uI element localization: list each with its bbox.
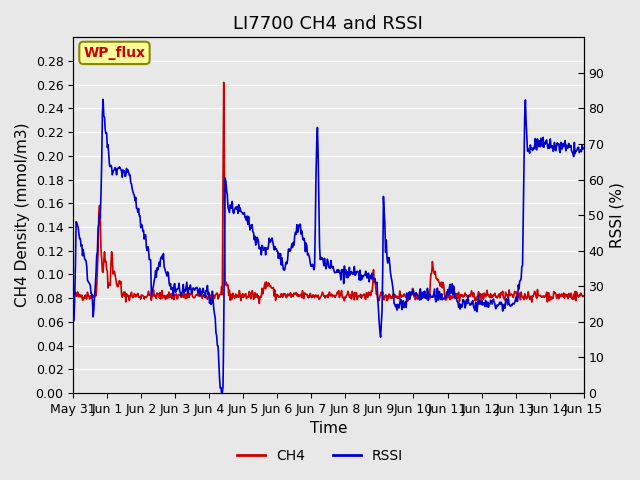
X-axis label: Time: Time xyxy=(310,421,347,436)
Title: LI7700 CH4 and RSSI: LI7700 CH4 and RSSI xyxy=(234,15,424,33)
Y-axis label: CH4 Density (mmol/m3): CH4 Density (mmol/m3) xyxy=(15,123,30,307)
Legend: CH4, RSSI: CH4, RSSI xyxy=(232,443,408,468)
Y-axis label: RSSI (%): RSSI (%) xyxy=(610,182,625,248)
Text: WP_flux: WP_flux xyxy=(83,46,145,60)
